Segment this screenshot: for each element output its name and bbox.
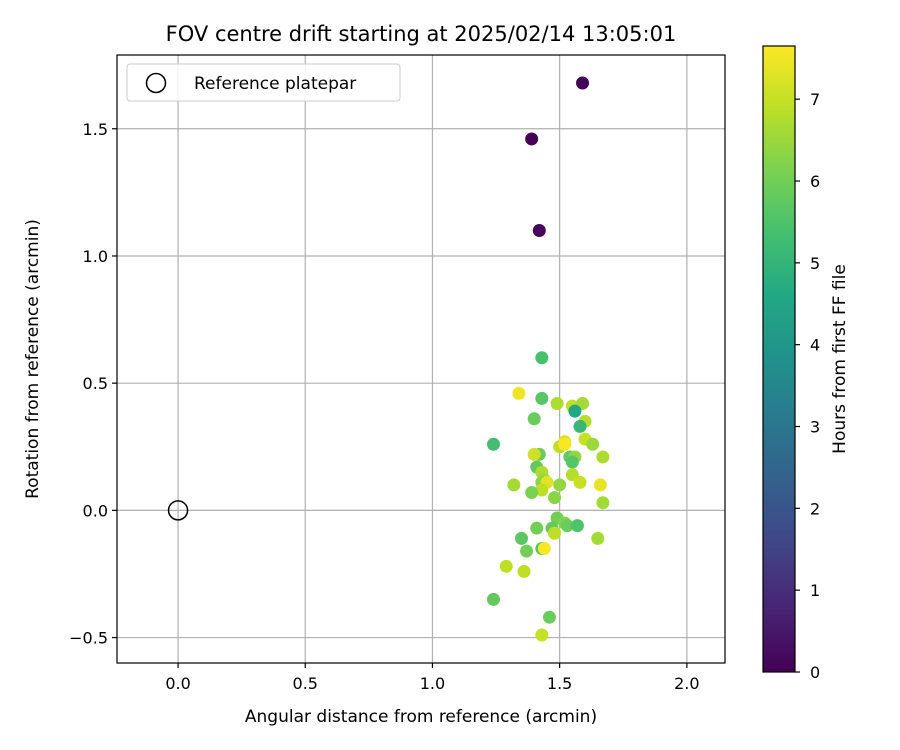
- x-tick-label: 1.0: [420, 674, 445, 693]
- colorbar-tick-label: 0: [810, 663, 820, 682]
- data-point: [530, 521, 544, 535]
- data-point: [553, 478, 567, 492]
- colorbar-label: Hours from first FF file: [830, 264, 850, 454]
- colorbar-tick-label: 2: [810, 499, 820, 518]
- y-tick-label: 1.5: [83, 120, 108, 139]
- data-point: [591, 531, 605, 545]
- colorbar-tick-label: 5: [810, 254, 820, 273]
- data-point: [520, 544, 534, 558]
- data-point: [527, 447, 541, 461]
- x-axis-ticks: 0.0 0.5 1.0 1.5 2.0: [165, 663, 700, 693]
- legend-marker-open-circle: [145, 72, 167, 94]
- data-point: [487, 592, 501, 606]
- colorbar-tick-label: 3: [810, 418, 820, 437]
- x-tick-label: 0.5: [293, 674, 318, 693]
- x-tick-label: 2.0: [674, 674, 699, 693]
- data-point: [487, 437, 501, 451]
- data-point: [573, 475, 587, 489]
- data-point: [593, 478, 607, 492]
- data-point: [507, 478, 521, 492]
- y-axis-label: Rotation from reference (arcmin): [23, 219, 43, 499]
- data-point: [499, 559, 513, 573]
- data-point: [537, 542, 551, 556]
- data-point: [535, 483, 549, 497]
- colorbar-ticks: 0 1 2 3 4 5 6 7: [795, 90, 820, 682]
- data-point: [517, 564, 531, 578]
- data-point: [576, 76, 590, 90]
- y-tick-label: 0.0: [83, 501, 108, 520]
- legend-label-reference-platepar: Reference platepar: [194, 74, 356, 94]
- data-point: [548, 491, 562, 505]
- y-tick-label: −0.5: [69, 629, 108, 648]
- data-point: [532, 224, 546, 238]
- colorbar: 0 1 2 3 4 5 6 7 Hours from first FF file: [762, 45, 850, 682]
- grid-lines: [117, 55, 725, 663]
- data-point: [525, 132, 539, 146]
- data-point: [542, 610, 556, 624]
- colorbar-tick-label: 6: [810, 172, 820, 191]
- x-tick-label: 0.0: [165, 674, 190, 693]
- data-point: [535, 391, 549, 405]
- legend-box: [126, 63, 401, 102]
- colorbar-tick-label: 4: [810, 336, 820, 355]
- data-point: [596, 450, 610, 464]
- y-tick-label: 1.0: [83, 247, 108, 266]
- plot-frame: [116, 54, 726, 664]
- colorbar-tick-label: 1: [810, 581, 820, 600]
- reference-platepar-marker: [167, 500, 189, 521]
- data-point: [512, 386, 526, 400]
- data-point: [535, 628, 549, 642]
- x-axis-label: Angular distance from reference (arcmin): [245, 707, 597, 727]
- data-point: [565, 455, 579, 469]
- y-tick-label: 0.5: [83, 374, 108, 393]
- data-point: [568, 404, 582, 418]
- data-point: [560, 519, 574, 533]
- x-tick-label: 1.5: [547, 674, 572, 693]
- y-axis-ticks: −0.5 0.0 0.5 1.0 1.5: [69, 120, 117, 648]
- data-point: [514, 531, 528, 545]
- data-point: [596, 496, 610, 510]
- data-point: [525, 486, 539, 500]
- data-point: [550, 397, 564, 411]
- chart-title: FOV centre drift starting at 2025/02/14 …: [166, 22, 677, 46]
- data-point: [570, 519, 584, 533]
- colorbar-tick-label: 7: [810, 90, 820, 109]
- data-point: [586, 437, 600, 451]
- data-point: [527, 412, 541, 426]
- data-point: [535, 351, 549, 365]
- data-points: [487, 76, 610, 642]
- colorbar-gradient: [762, 45, 796, 673]
- legend: Reference platepar: [126, 63, 401, 102]
- data-point: [548, 526, 562, 540]
- data-point: [558, 437, 572, 451]
- data-point: [573, 419, 587, 433]
